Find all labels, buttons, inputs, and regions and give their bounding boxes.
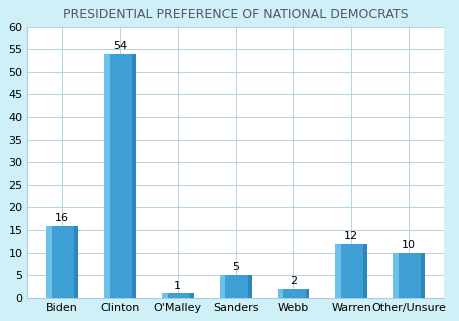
Title: PRESIDENTIAL PREFERENCE OF NATIONAL DEMOCRATS: PRESIDENTIAL PREFERENCE OF NATIONAL DEMO… bbox=[63, 8, 408, 21]
Bar bbox=[277, 289, 283, 298]
Bar bbox=[420, 253, 424, 298]
Bar bbox=[132, 54, 135, 298]
Text: 1: 1 bbox=[174, 281, 181, 291]
Bar bbox=[392, 253, 398, 298]
Bar bbox=[219, 275, 251, 298]
Bar bbox=[277, 289, 309, 298]
Bar bbox=[190, 293, 193, 298]
Bar bbox=[363, 244, 366, 298]
Text: 2: 2 bbox=[289, 276, 297, 286]
Bar bbox=[46, 225, 52, 298]
Text: 12: 12 bbox=[343, 231, 358, 241]
Text: 54: 54 bbox=[112, 41, 127, 51]
Bar bbox=[46, 225, 78, 298]
Text: 10: 10 bbox=[401, 240, 415, 250]
Text: 16: 16 bbox=[55, 213, 69, 223]
Bar bbox=[219, 275, 225, 298]
Text: 5: 5 bbox=[232, 263, 239, 273]
Bar bbox=[335, 244, 366, 298]
Bar bbox=[104, 54, 110, 298]
Bar bbox=[335, 244, 341, 298]
Bar bbox=[392, 253, 424, 298]
Bar bbox=[104, 54, 135, 298]
Bar bbox=[74, 225, 78, 298]
Bar bbox=[247, 275, 251, 298]
Bar bbox=[162, 293, 193, 298]
Bar bbox=[305, 289, 309, 298]
Bar bbox=[162, 293, 167, 298]
